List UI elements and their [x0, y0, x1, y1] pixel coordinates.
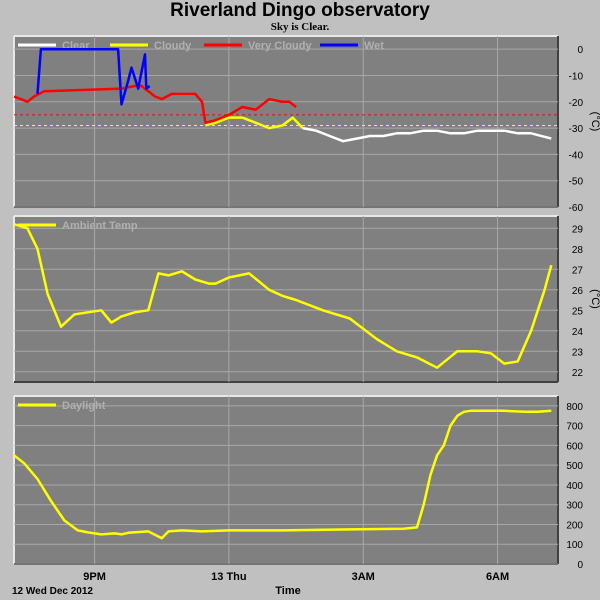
y-tick-label: 100 — [566, 540, 583, 551]
x-tick-label: 13 Thu — [211, 571, 246, 583]
y-tick-label: 26 — [572, 286, 584, 297]
series-line-clear — [302, 126, 552, 143]
panel-2: 22 23 24 25 26 27 28 29 Ambient Temp (°C) — [13, 215, 600, 383]
y-tick-label: -40 — [569, 150, 584, 161]
y-tick-label: 24 — [572, 327, 584, 338]
y-tick-label: 500 — [566, 461, 583, 472]
y-tick-label: 800 — [566, 402, 583, 413]
y-tick-label: 200 — [566, 520, 583, 531]
y-tick-label: 700 — [566, 422, 583, 433]
date-label: 12 Wed Dec 2012 — [12, 586, 93, 597]
page-title: Riverland Dingo observatory — [170, 0, 430, 21]
y-tick-label: 27 — [572, 265, 584, 276]
legend-label: Wet — [364, 40, 384, 52]
plot-area — [14, 396, 558, 564]
legend-label: Daylight — [62, 400, 106, 412]
y-tick-label: 400 — [566, 481, 583, 492]
y-tick-label: -60 — [569, 203, 584, 214]
y-tick-label: 600 — [566, 441, 583, 452]
y-tick-label: -10 — [569, 71, 584, 82]
series-line-wet — [36, 47, 151, 106]
series-line-ambient-temp — [13, 223, 553, 369]
y-tick-label: 29 — [572, 224, 584, 235]
y-tick-label: 22 — [572, 368, 584, 379]
x-axis-label: Time — [275, 585, 300, 597]
y-tick-label: 28 — [572, 245, 584, 256]
x-tick-label: 9PM — [83, 571, 106, 583]
y-tick-label: -20 — [569, 98, 584, 109]
sky-status: Sky is Clear. — [270, 21, 330, 33]
y-axis-unit-label: (°C) — [589, 112, 600, 132]
series-line-very-cloudy — [13, 84, 297, 125]
y-tick-label: 0 — [577, 560, 583, 571]
series-line-cloudy — [205, 116, 304, 130]
x-tick-label: 6AM — [486, 571, 509, 583]
series-line-daylight — [13, 409, 552, 540]
y-tick-label: 25 — [572, 306, 584, 317]
y-tick-label: -50 — [569, 177, 584, 188]
legend-label: Cloudy — [154, 40, 192, 52]
panel-3: 0 100 200 300 400 500 600 700 800 Daylight — [13, 395, 583, 571]
plot-area — [14, 216, 558, 382]
y-tick-label: 23 — [572, 347, 584, 358]
y-tick-label: 0 — [577, 45, 583, 56]
legend-label: Ambient Temp — [62, 220, 138, 232]
y-axis-unit-label: (°C) — [589, 289, 600, 309]
x-tick-label: 3AM — [352, 571, 375, 583]
y-tick-label: -30 — [569, 124, 584, 135]
legend-label: Very Cloudy — [248, 40, 312, 52]
y-tick-label: 300 — [566, 501, 583, 512]
